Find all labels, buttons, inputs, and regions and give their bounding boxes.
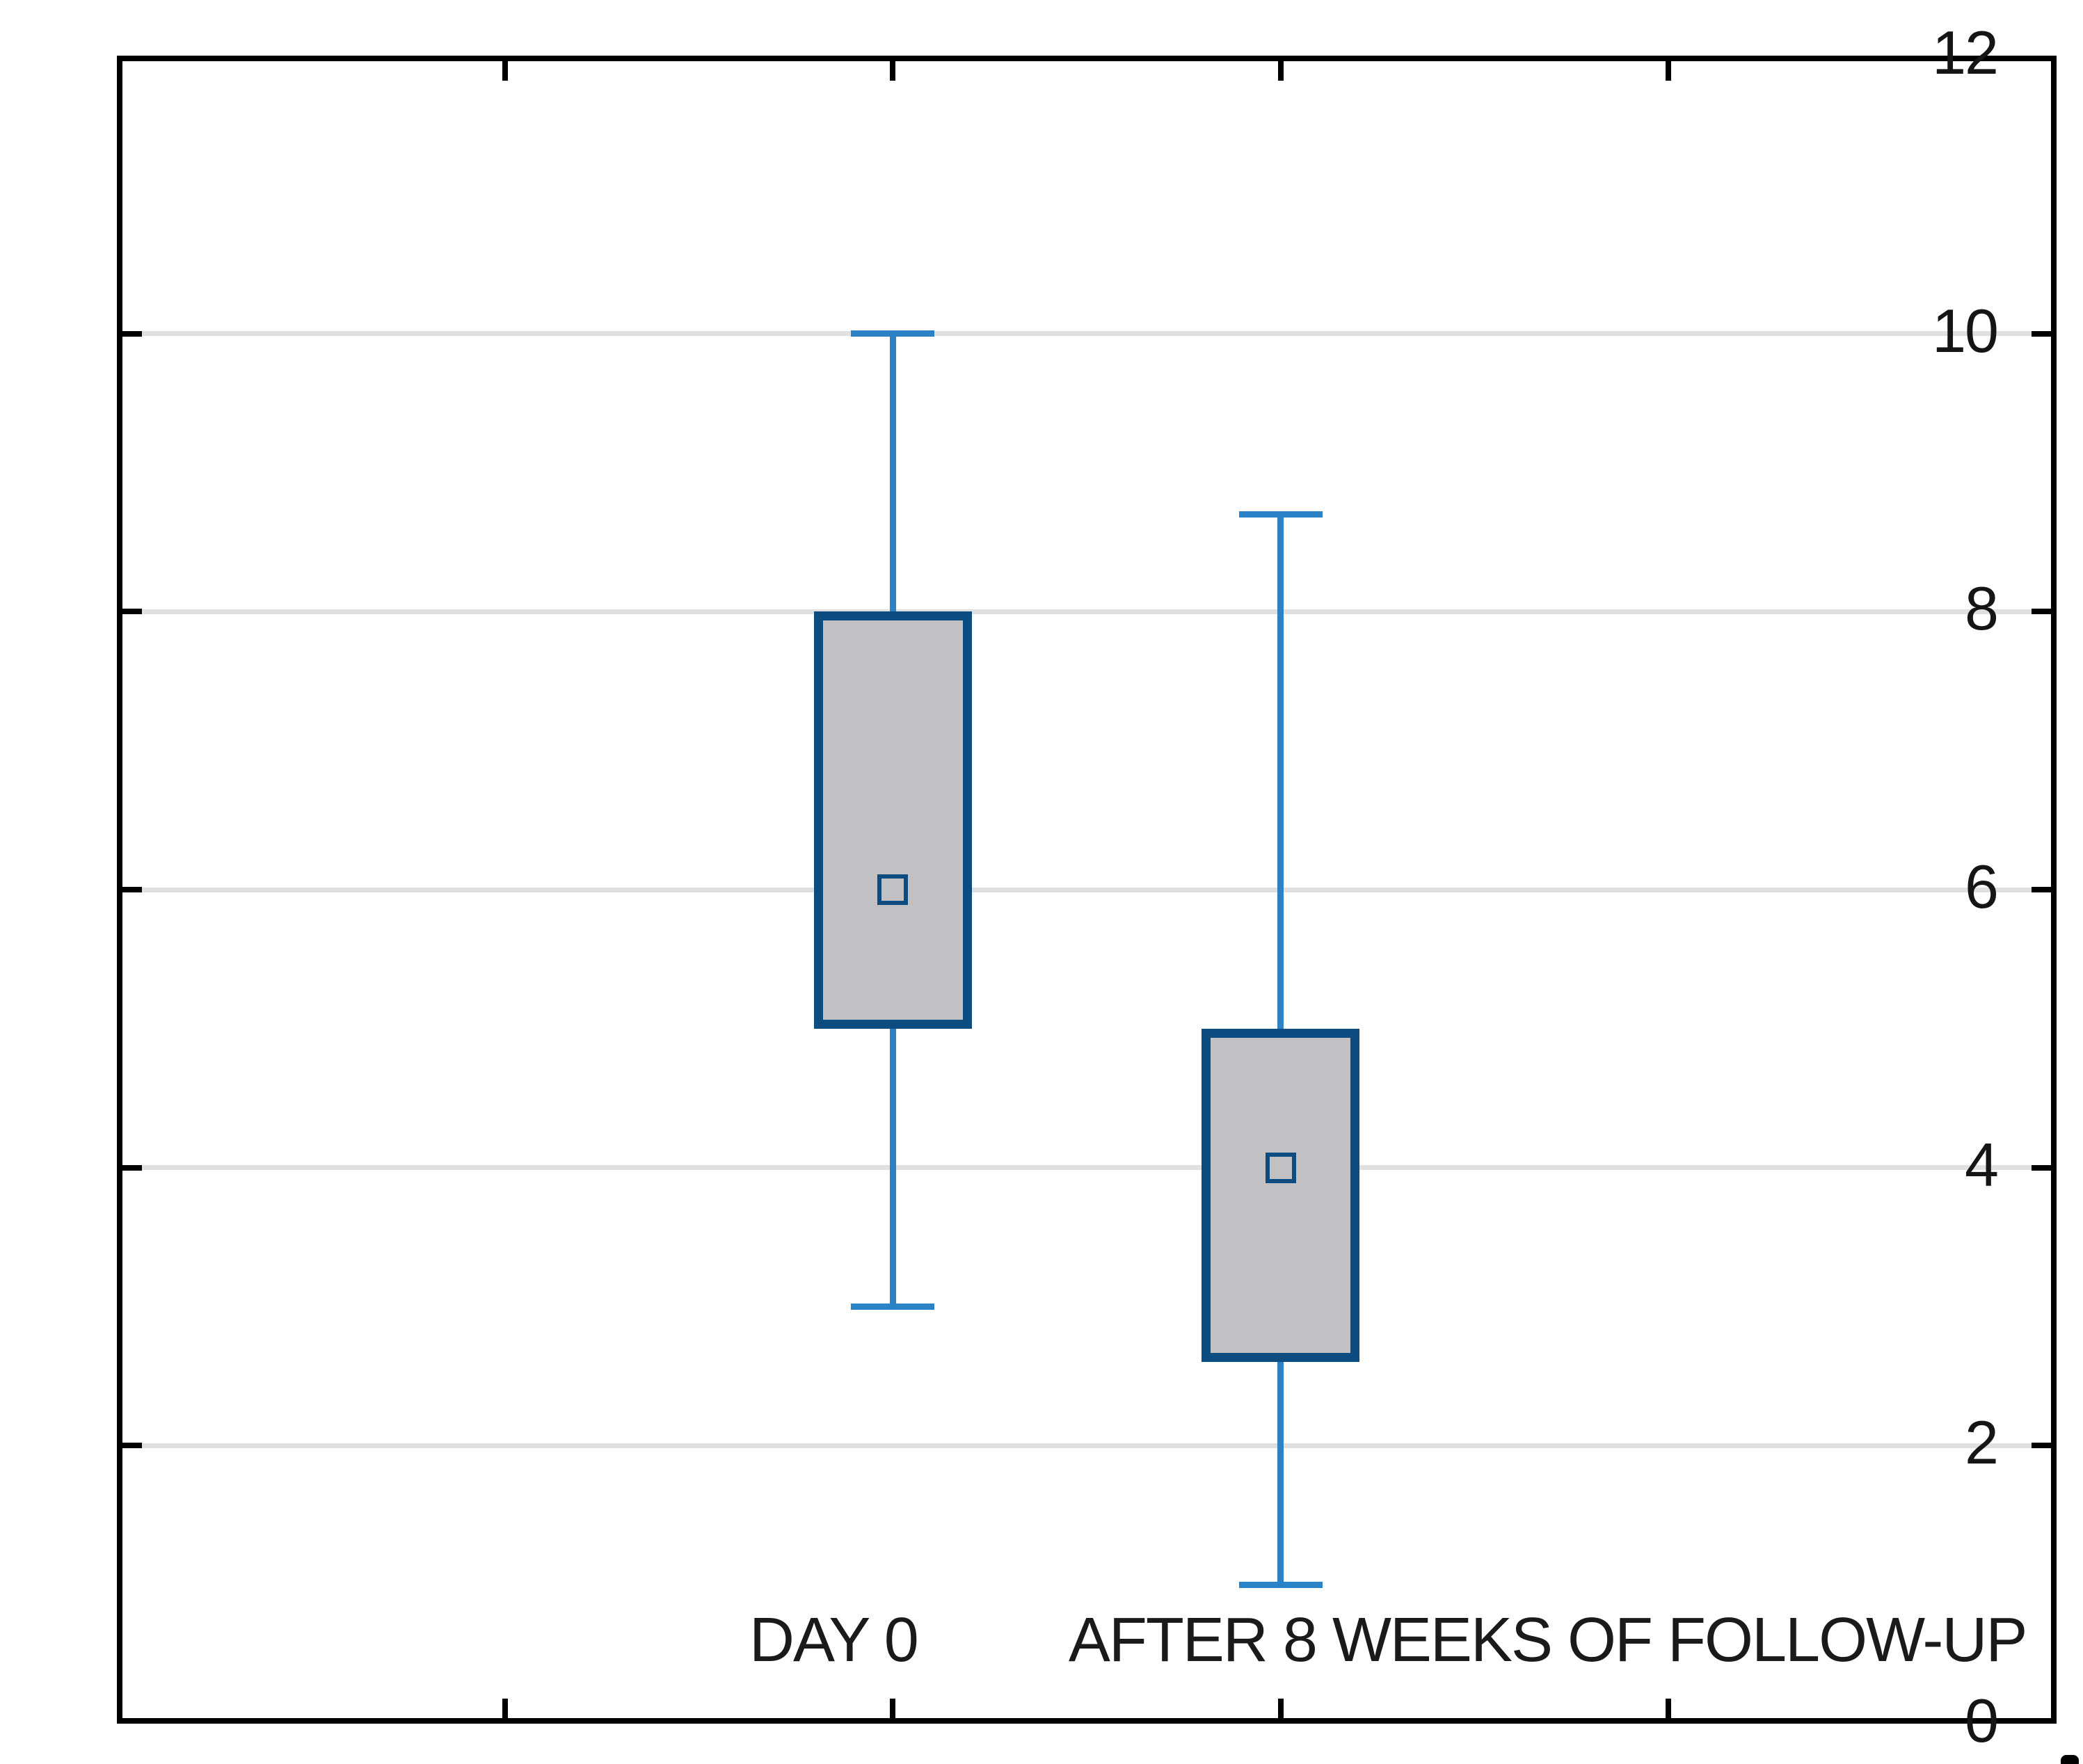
y-axis-tick-right [2032,330,2051,337]
y-axis-tick-label: 12 [1932,17,1999,87]
x-axis-tick-top [890,61,896,81]
y-axis-tick-label: 4 [1965,1130,1999,1199]
corner-artifact-dot [2061,1755,2079,1764]
x-axis-tick-top [1277,61,1284,81]
y-axis-tick-left [122,1443,142,1449]
median-marker-square [1265,1152,1296,1183]
y-axis-tick-right [2032,609,2051,615]
whisker-cap [851,1304,935,1310]
y-axis-tick-right [2032,1164,2051,1171]
y-axis-tick-left [122,330,142,337]
x-axis-tick-top [1666,61,1672,81]
y-axis-tick-left [122,1164,142,1171]
y-axis-tick-left [122,887,142,892]
category-label-day0: DAY 0 [749,1605,919,1675]
box-interquartile-range [813,611,972,1029]
y-axis-tick-label: 2 [1965,1408,1999,1477]
y-axis-tick-right [2032,1443,2051,1449]
gridline [122,887,2051,892]
whisker-cap [1238,511,1323,518]
y-axis-tick-left [122,609,142,615]
y-axis-tick-label: 10 [1932,296,1999,365]
gridline [122,609,2051,614]
x-axis-tick-top [502,61,508,81]
y-axis-tick-label: 0 [1965,1685,1999,1755]
x-axis-tick-bottom [1277,1699,1284,1718]
gridline [122,1165,2051,1171]
x-axis-tick-bottom [502,1699,508,1718]
x-axis-tick-bottom [890,1699,896,1718]
whisker-cap [851,330,935,337]
x-axis-tick-bottom [1666,1699,1672,1718]
box-interquartile-range [1202,1028,1360,1363]
y-axis-tick-right [2032,887,2051,892]
gridline [122,1443,2051,1448]
category-label-after-8-weeks: AFTER 8 WEEKS OF FOLLOW-UP [1068,1605,2028,1675]
gridline [122,331,2051,337]
whisker-cap [1238,1581,1323,1588]
y-axis-tick-label: 6 [1965,851,1999,921]
plot-area-frame [117,56,2057,1724]
y-axis-tick-label: 8 [1965,574,1999,643]
median-marker-square [877,874,909,905]
